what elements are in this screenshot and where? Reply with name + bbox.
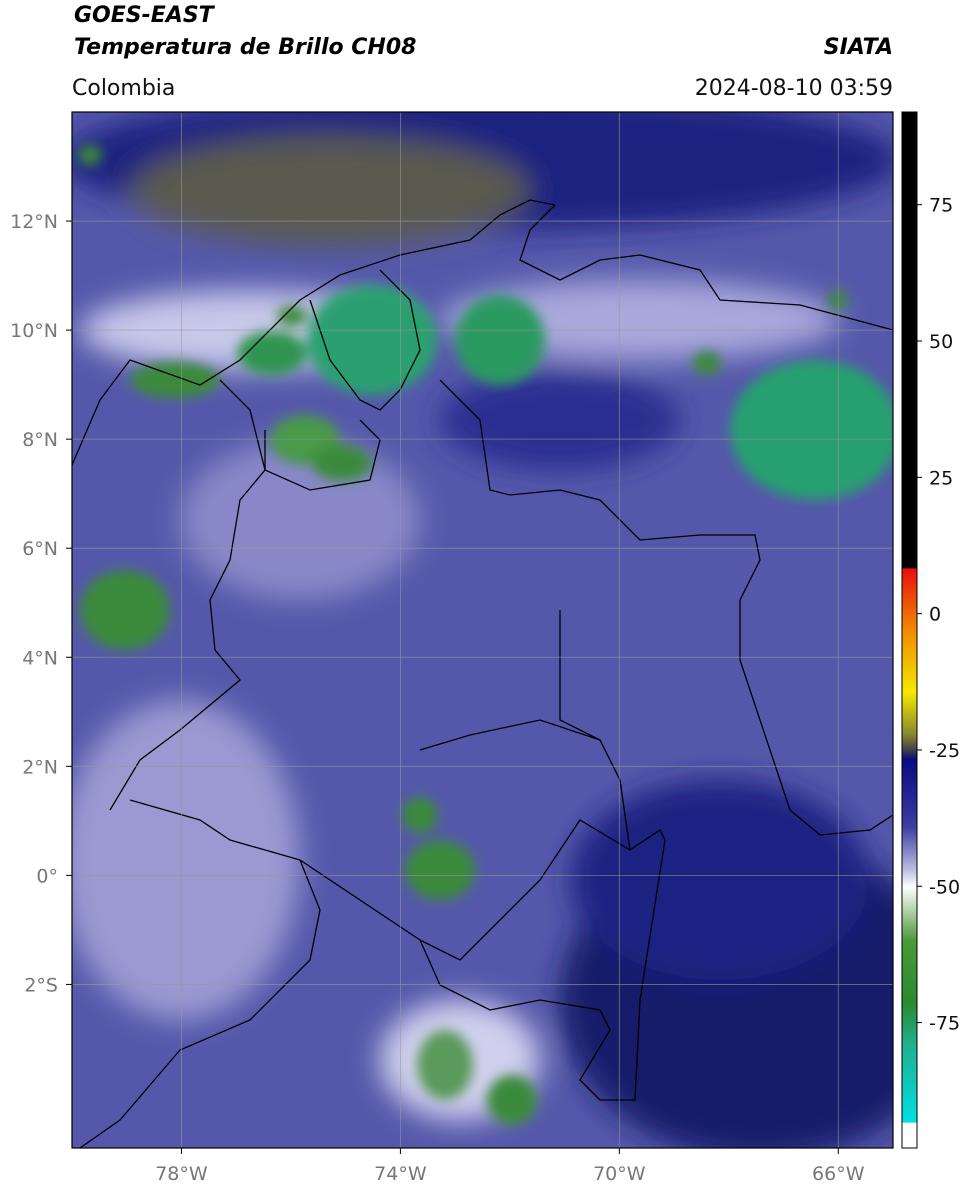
region: Colombia xyxy=(72,76,175,101)
colorbar-label: 75 xyxy=(929,195,953,217)
y-tick-label: 12°N xyxy=(10,211,58,233)
colorbar-label: 50 xyxy=(929,331,953,353)
colorbar-label: -50 xyxy=(929,876,960,898)
map-frame xyxy=(71,111,894,1149)
colorbar xyxy=(901,111,918,1149)
y-tick-label: 4°N xyxy=(22,647,58,669)
y-tick-label: 2°N xyxy=(22,756,58,778)
x-tick-label: 66°W xyxy=(812,1163,865,1185)
datetime: 2024-08-10 03:59 xyxy=(695,76,893,101)
x-tick-label: 78°W xyxy=(155,1163,208,1185)
colorbar-label: -75 xyxy=(929,1013,960,1035)
colorbar-label: 25 xyxy=(929,467,953,489)
y-tick-label: 6°N xyxy=(22,538,58,560)
colorbar-label: -25 xyxy=(929,740,960,762)
y-tick-label: 10°N xyxy=(10,320,58,342)
x-tick-label: 70°W xyxy=(593,1163,646,1185)
title: GOES-EAST xyxy=(74,3,216,28)
colorbar-label: 0 xyxy=(929,604,941,626)
subtitle: Temperatura de Brillo CH08 xyxy=(74,35,416,60)
y-tick-label: 0° xyxy=(36,865,58,887)
y-tick-label: 8°N xyxy=(22,429,58,451)
source: SIATA xyxy=(824,35,893,60)
satellite-image xyxy=(72,112,893,1148)
y-tick-label: 2°S xyxy=(24,974,58,996)
x-tick-label: 74°W xyxy=(374,1163,427,1185)
grid xyxy=(72,112,893,1148)
